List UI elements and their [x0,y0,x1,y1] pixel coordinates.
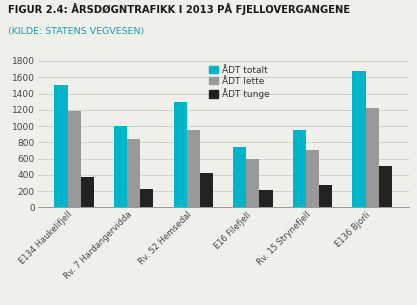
Legend: ÅDT totalt, ÅDT lette, ÅDT tunge: ÅDT totalt, ÅDT lette, ÅDT tunge [209,66,269,99]
Bar [352,71,366,207]
Bar [246,160,259,207]
Text: (KILDE: STATENS VEGVESEN): (KILDE: STATENS VEGVESEN) [8,27,145,37]
Bar [306,150,319,207]
Bar [233,147,246,207]
Bar [54,85,68,207]
Bar [80,177,94,207]
Bar [259,189,273,207]
Bar [187,130,200,207]
Bar [127,139,140,207]
Bar [200,173,213,207]
Bar [379,166,392,207]
Bar [173,102,187,207]
Bar [366,108,379,207]
Bar [114,126,127,207]
Bar [319,185,332,207]
Text: FIGUR 2.4: ÅRSDØGNTRAFIKK I 2013 PÅ FJELLOVERGANGENE: FIGUR 2.4: ÅRSDØGNTRAFIKK I 2013 PÅ FJEL… [8,3,350,15]
Bar [68,111,80,207]
Bar [140,189,153,207]
Bar [293,130,306,207]
